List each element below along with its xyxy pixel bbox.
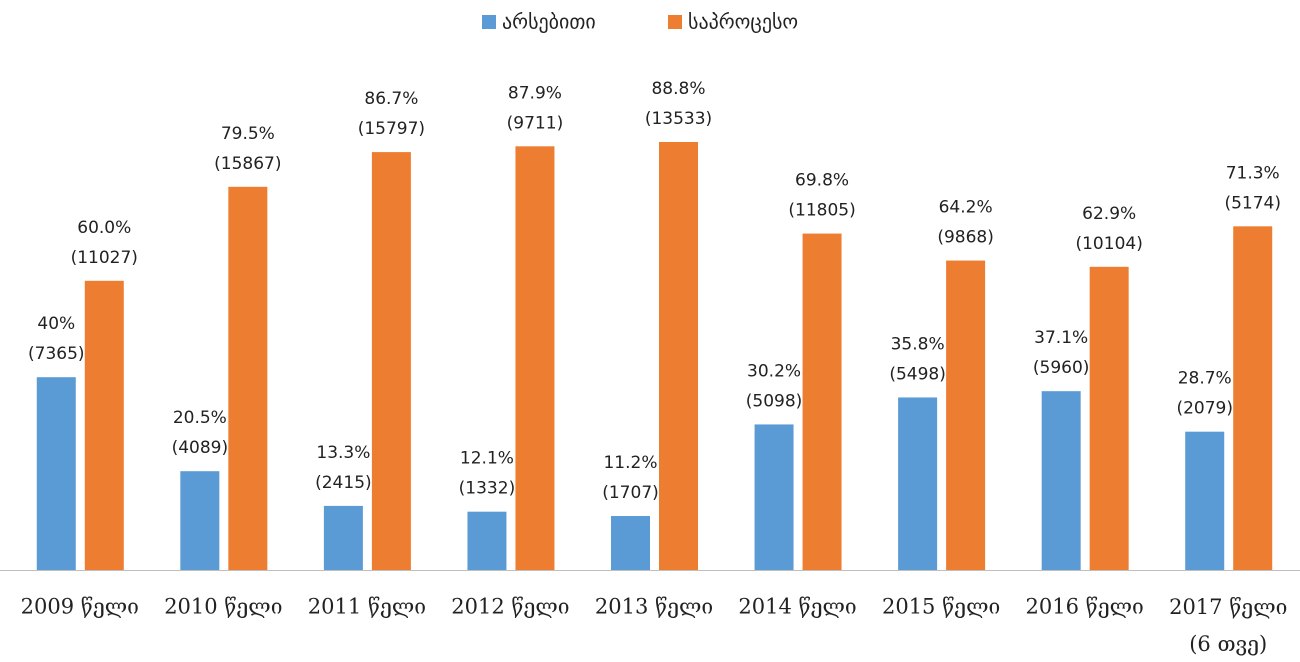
bar — [611, 516, 650, 570]
value-label: 37.1% — [1034, 328, 1088, 348]
value-label: 86.7% — [364, 89, 418, 109]
bar — [371, 152, 411, 570]
count-label: (2079) — [1176, 399, 1233, 419]
x-tick-label: 2009 წელი — [21, 595, 139, 619]
bar — [467, 511, 507, 570]
bar — [1041, 391, 1081, 570]
bar — [1089, 266, 1129, 570]
bar — [36, 377, 76, 570]
value-label: 69.8% — [795, 171, 849, 191]
bar — [802, 233, 842, 570]
value-label: 87.9% — [508, 83, 562, 103]
value-label: 62.9% — [1082, 204, 1136, 224]
x-tick-label: 2011 წელი — [308, 595, 426, 619]
value-label: 64.2% — [939, 198, 993, 218]
count-label: (5498) — [889, 364, 946, 384]
bar — [84, 280, 124, 570]
count-label: (1332) — [459, 479, 516, 499]
x-tick-label: 2013 წელი — [595, 595, 713, 619]
bar — [1233, 226, 1273, 571]
value-label: 12.1% — [460, 449, 514, 469]
count-label: (2415) — [315, 473, 372, 493]
legend-swatch — [482, 15, 496, 29]
count-label: (11027) — [71, 248, 138, 268]
bar — [515, 146, 555, 570]
value-label: 28.7% — [1178, 369, 1232, 389]
count-label: (1707) — [602, 483, 659, 503]
bar — [228, 186, 268, 570]
value-label: 30.2% — [747, 361, 801, 381]
count-label: (10104) — [1075, 234, 1142, 254]
bar — [754, 424, 794, 570]
count-label: (4089) — [172, 438, 229, 458]
x-tick-label: 2010 წელი — [164, 595, 282, 619]
legend-label: საპროცესო — [688, 10, 798, 34]
value-label: 11.2% — [603, 453, 657, 473]
value-label: 20.5% — [173, 408, 227, 428]
x-tick-label: 2016 წელი — [1026, 595, 1144, 619]
count-label: (15867) — [214, 154, 281, 174]
legend-label: არსებითი — [502, 10, 596, 34]
count-label: (13533) — [645, 109, 712, 129]
x-tick-label: 2017 წელი (6 თვე) — [1169, 595, 1287, 656]
bar — [898, 397, 938, 570]
value-label: 35.8% — [891, 334, 945, 354]
count-label: (15797) — [358, 119, 425, 139]
value-label: 13.3% — [316, 443, 370, 463]
value-label: 88.8% — [651, 79, 705, 99]
bar — [1185, 431, 1225, 570]
x-tick-label: 2012 წელი — [451, 595, 569, 619]
x-tick-label: 2014 წელი — [738, 595, 856, 619]
value-label: 79.5% — [221, 124, 275, 144]
legend-swatch — [668, 15, 682, 29]
count-label: (5098) — [746, 391, 803, 411]
x-tick-label: 2015 წელი — [882, 595, 1000, 619]
count-label: (5174) — [1224, 193, 1281, 213]
count-label: (5960) — [1033, 358, 1090, 378]
bar — [180, 471, 220, 570]
bar — [946, 260, 986, 570]
bar — [323, 505, 363, 570]
value-label: 71.3% — [1226, 163, 1280, 183]
count-label: (9711) — [507, 113, 564, 133]
value-label: 60.0% — [77, 218, 131, 238]
bar — [659, 141, 698, 570]
count-label: (9868) — [937, 228, 994, 248]
value-label: 40% — [37, 314, 75, 334]
count-label: (11805) — [788, 201, 855, 221]
count-label: (7365) — [28, 344, 85, 364]
